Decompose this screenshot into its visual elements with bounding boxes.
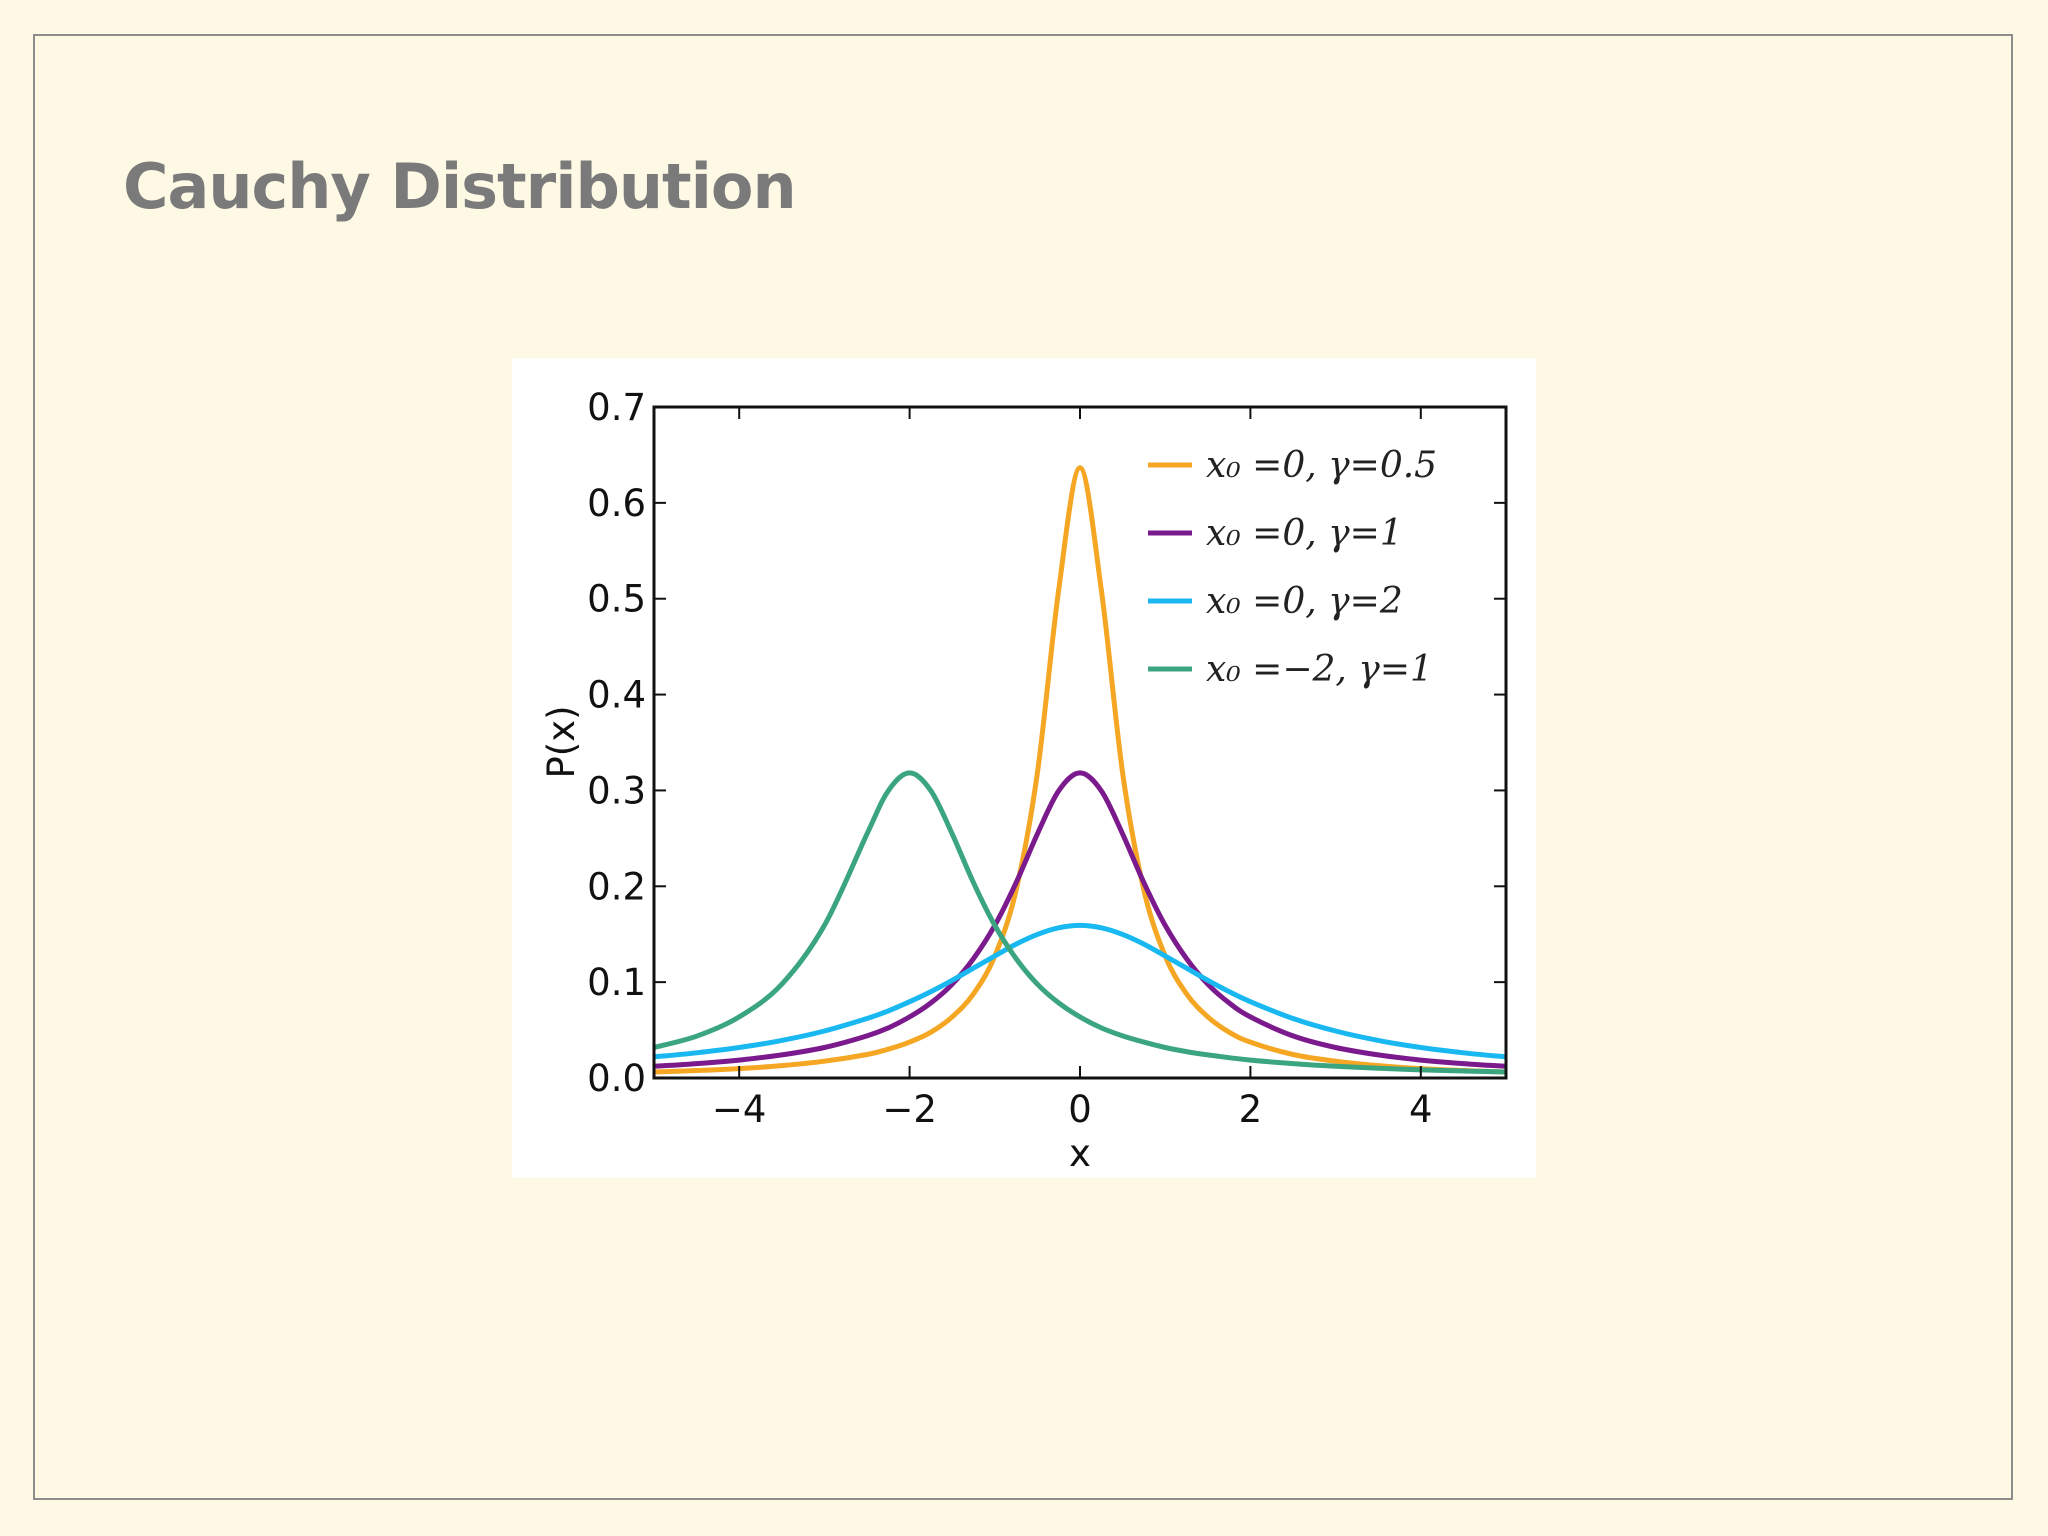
y-tick-label: 0.7: [587, 386, 646, 429]
y-tick-label: 0.0: [587, 1057, 646, 1100]
series-line-3: [653, 770, 1507, 1075]
y-tick-label: 0.5: [587, 578, 646, 621]
y-tick-label: 0.1: [587, 961, 646, 1004]
slide-frame: [33, 34, 2013, 1500]
y-tick-label: 0.2: [587, 865, 646, 908]
legend-label-3: x₀ =−2, γ=1: [1206, 649, 1433, 690]
y-tick-label: 0.4: [587, 674, 646, 717]
series-line-2: [653, 922, 1507, 1060]
tick-labels-layer: −4 −2 0 2 4 0.0 0.1 0.2 0.3 0.4 0.5 0.6 0.7: [587, 386, 1432, 1131]
y-tick-label: 0.3: [587, 769, 646, 812]
y-axis-label: P(x): [540, 705, 583, 778]
ticks-layer: [654, 406, 1506, 1079]
cauchy-pdf-chart: −4 −2 0 2 4 0.0 0.1 0.2 0.3 0.4 0.5 0.6 0.7 x P(x) x…: [540, 386, 1508, 1175]
legend-label-2: x₀ =0, γ=2: [1206, 581, 1403, 622]
x-tick-label: −4: [712, 1088, 767, 1131]
y-tick-label: 0.6: [587, 482, 646, 525]
x-axis-label: x: [1069, 1132, 1091, 1175]
legend: x₀ =0, γ=0.5 x₀ =0, γ=1 x₀ =0, γ=2 x₀ =−2, …: [1148, 445, 1437, 690]
chart-panel: −4 −2 0 2 4 0.0 0.1 0.2 0.3 0.4 0.5 0.6 0.7 x P(x) x…: [512, 358, 1536, 1178]
series-layer: [653, 465, 1507, 1075]
legend-label-0: x₀ =0, γ=0.5: [1206, 445, 1437, 486]
x-tick-label: 2: [1239, 1088, 1263, 1131]
slide-title: Cauchy Distribution: [123, 150, 797, 223]
x-tick-label: −2: [882, 1088, 937, 1131]
series-line-0: [653, 465, 1507, 1075]
x-tick-label: 0: [1068, 1088, 1092, 1131]
legend-label-1: x₀ =0, γ=1: [1206, 513, 1403, 554]
x-tick-label: 4: [1409, 1088, 1433, 1131]
series-line-1: [653, 770, 1507, 1069]
plot-frame: [652, 405, 1508, 1080]
